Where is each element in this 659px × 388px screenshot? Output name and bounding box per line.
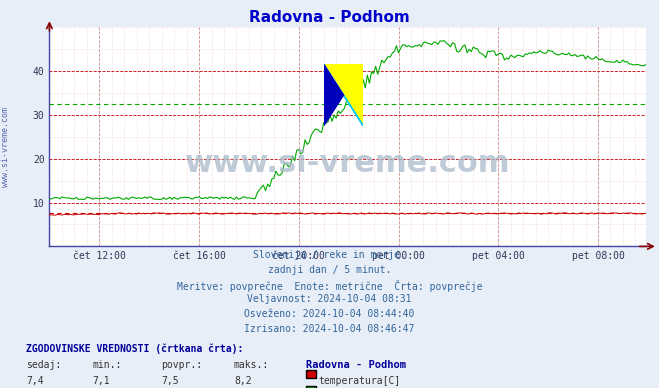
Text: 7,1: 7,1 (92, 376, 110, 386)
Polygon shape (324, 64, 343, 126)
Text: sedaj:: sedaj: (26, 360, 61, 370)
Text: zadnji dan / 5 minut.: zadnji dan / 5 minut. (268, 265, 391, 275)
Text: 8,2: 8,2 (234, 376, 252, 386)
Text: Slovenija / reke in morje.: Slovenija / reke in morje. (253, 250, 406, 260)
Polygon shape (324, 64, 363, 126)
Text: www.si-vreme.com: www.si-vreme.com (1, 107, 10, 187)
Text: Izrisano: 2024-10-04 08:46:47: Izrisano: 2024-10-04 08:46:47 (244, 324, 415, 334)
Text: maks.:: maks.: (234, 360, 269, 370)
Text: 7,4: 7,4 (26, 376, 44, 386)
Text: Meritve: povprečne  Enote: metrične  Črta: povprečje: Meritve: povprečne Enote: metrične Črta:… (177, 280, 482, 292)
Text: Osveženo: 2024-10-04 08:44:40: Osveženo: 2024-10-04 08:44:40 (244, 309, 415, 319)
Text: Veljavnost: 2024-10-04 08:31: Veljavnost: 2024-10-04 08:31 (247, 294, 412, 305)
Text: ZGODOVINSKE VREDNOSTI (črtkana črta):: ZGODOVINSKE VREDNOSTI (črtkana črta): (26, 343, 244, 354)
Text: povpr.:: povpr.: (161, 360, 202, 370)
Text: temperatura[C]: temperatura[C] (318, 376, 401, 386)
Text: www.si-vreme.com: www.si-vreme.com (185, 149, 510, 178)
Polygon shape (324, 64, 363, 126)
Text: min.:: min.: (92, 360, 122, 370)
Text: Radovna - Podhom: Radovna - Podhom (306, 360, 407, 370)
Text: Radovna - Podhom: Radovna - Podhom (249, 10, 410, 25)
Text: 7,5: 7,5 (161, 376, 179, 386)
